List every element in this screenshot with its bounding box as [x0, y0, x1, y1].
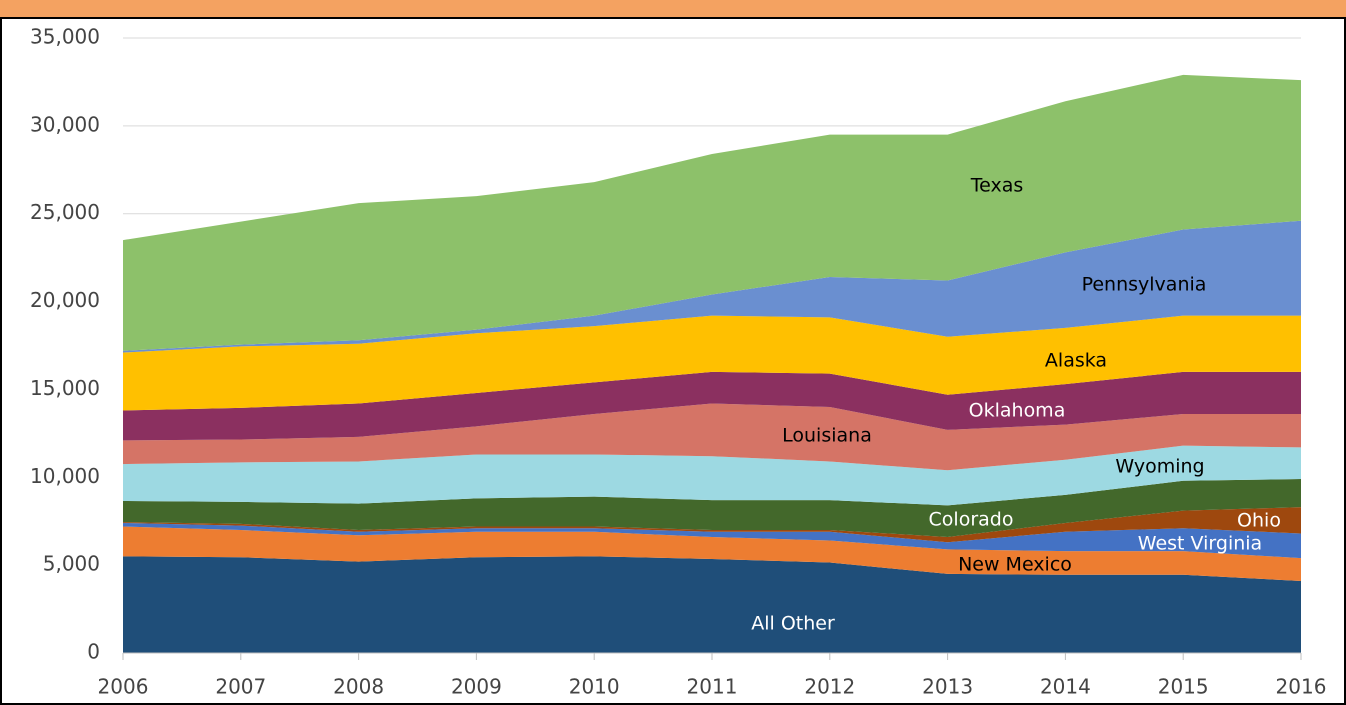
area	[123, 220, 1301, 353]
area	[123, 522, 1301, 559]
area	[123, 403, 1301, 471]
series-label: Colorado	[929, 509, 1014, 531]
series-label: Ohio	[1237, 510, 1281, 532]
x-tick-label: 2010	[569, 675, 620, 699]
title-bar	[0, 0, 1346, 18]
series-label: Alaska	[1045, 350, 1107, 372]
y-tick-label: 25,000	[30, 200, 100, 224]
x-tick-label: 2006	[98, 675, 149, 699]
series-label: New Mexico	[958, 554, 1072, 576]
x-tick-label: 2014	[1040, 675, 1091, 699]
series-label: Oklahoma	[969, 400, 1066, 422]
area	[123, 479, 1301, 538]
x-tick-label: 2016	[1276, 675, 1327, 699]
area	[123, 556, 1301, 653]
y-tick-label: 0	[87, 640, 100, 664]
y-tick-label: 30,000	[30, 112, 100, 136]
x-tick-label: 2008	[333, 675, 384, 699]
y-tick-label: 20,000	[30, 288, 100, 312]
x-tick-label: 2012	[804, 675, 855, 699]
series-label: Louisiana	[782, 425, 872, 447]
area	[123, 445, 1301, 506]
x-tick-label: 2013	[922, 675, 973, 699]
area	[123, 74, 1301, 351]
y-tick-label: 5,000	[43, 552, 100, 576]
chart-frame	[0, 17, 1346, 705]
series-label: Texas	[970, 175, 1024, 197]
x-tick-label: 2009	[451, 675, 502, 699]
area	[123, 315, 1301, 411]
area	[123, 526, 1301, 581]
series-label: All Other	[751, 613, 835, 635]
x-tick-label: 2015	[1158, 675, 1209, 699]
series-label: Wyoming	[1115, 456, 1204, 478]
area	[123, 507, 1301, 543]
series-label: West Virginia	[1138, 533, 1262, 555]
series-label: Pennsylvania	[1082, 274, 1207, 296]
y-tick-label: 35,000	[30, 25, 100, 49]
x-tick-label: 2011	[687, 675, 738, 699]
y-tick-label: 15,000	[30, 376, 100, 400]
y-tick-label: 10,000	[30, 464, 100, 488]
area	[123, 371, 1301, 441]
x-tick-label: 2007	[215, 675, 266, 699]
